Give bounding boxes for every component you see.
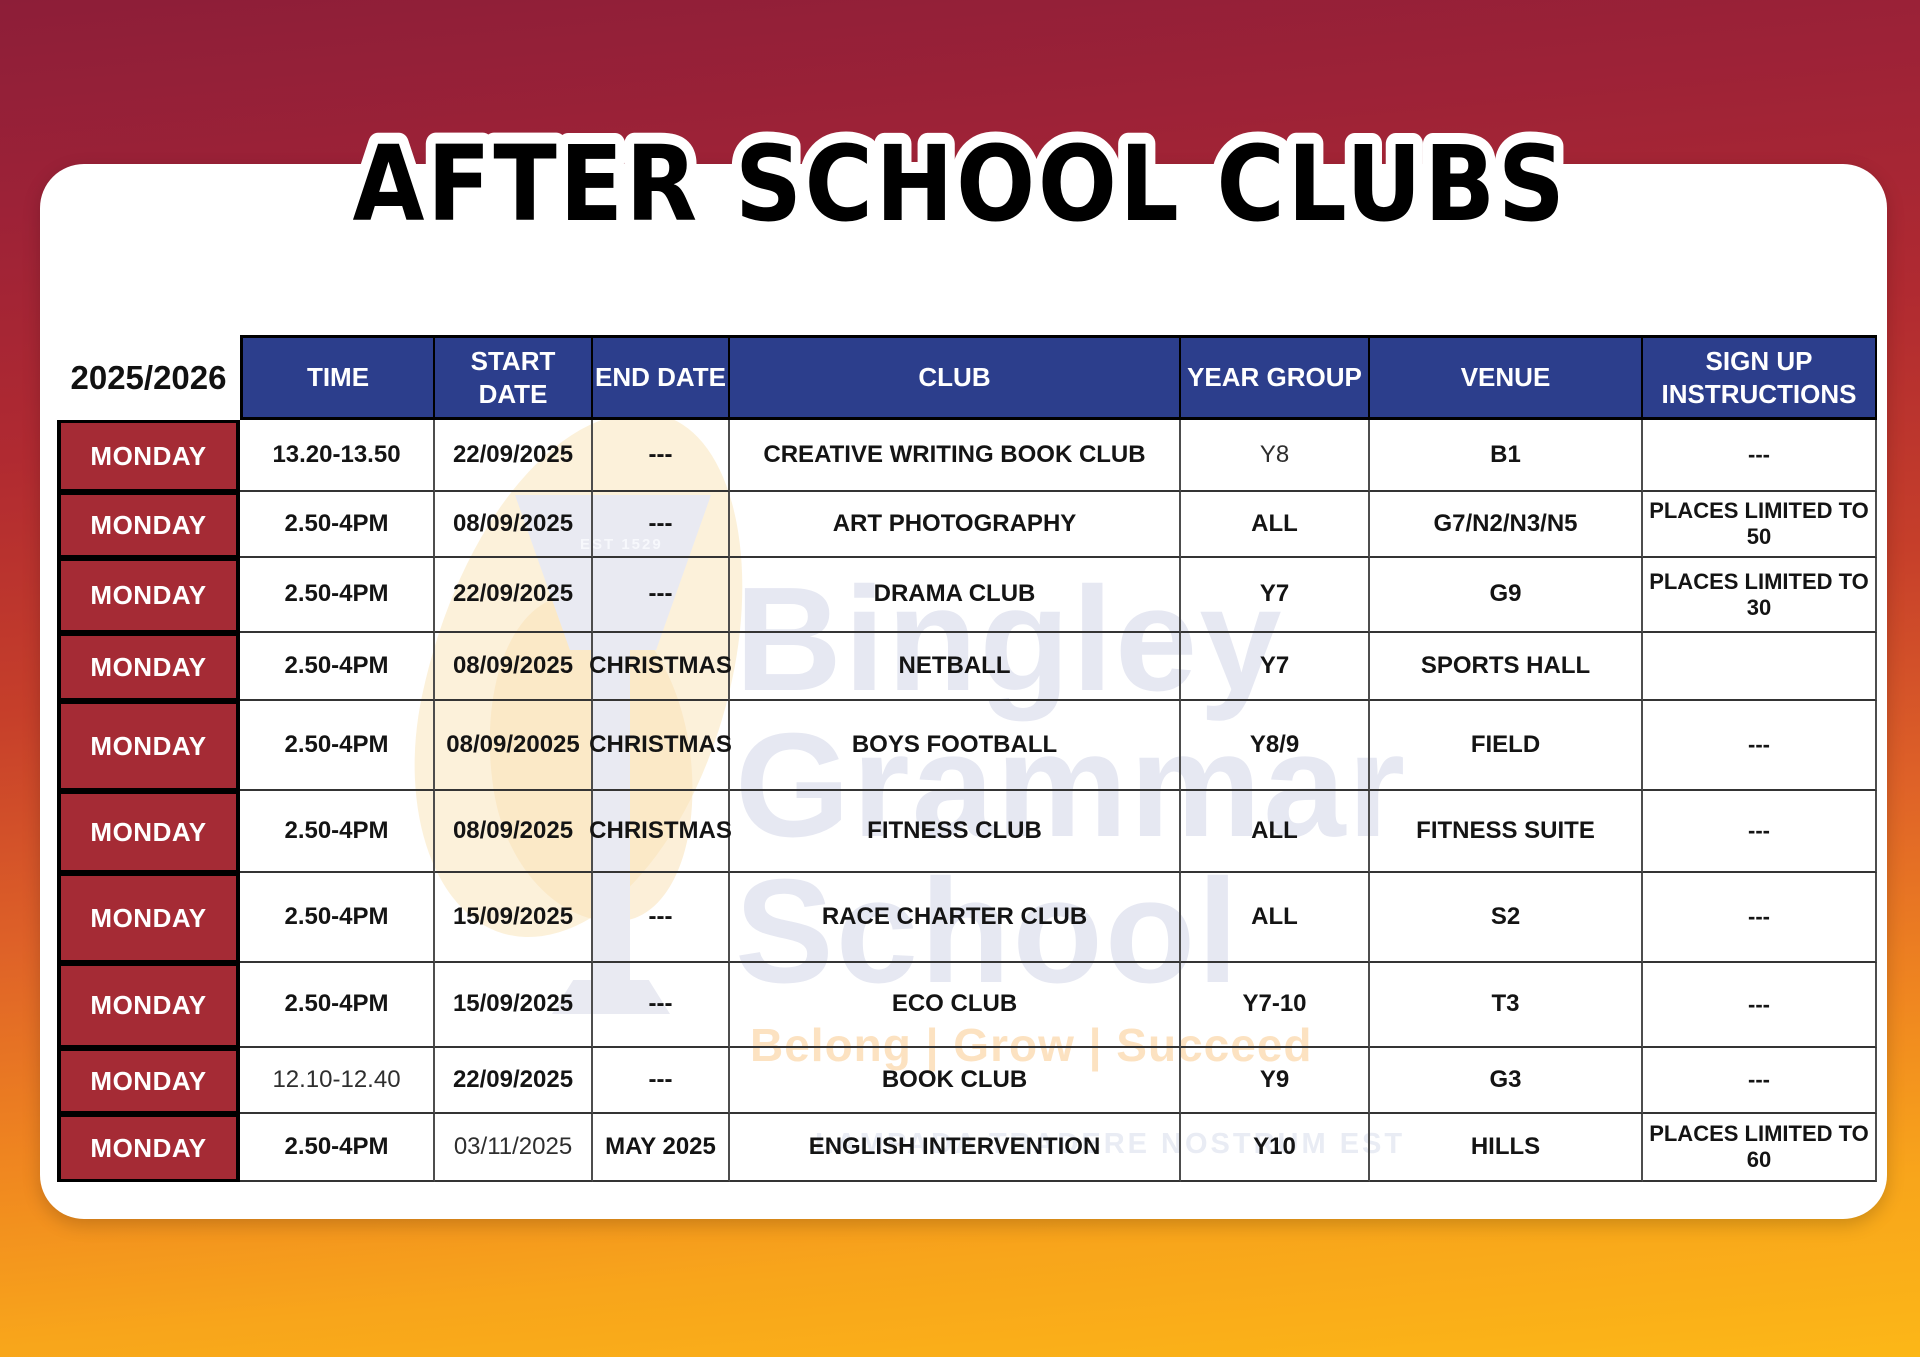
venue-cell: G9 xyxy=(1370,558,1643,633)
time-cell: 2.50-4PM xyxy=(240,558,435,633)
sign-up-cell xyxy=(1643,633,1877,701)
time-cell: 12.10-12.40 xyxy=(240,1048,435,1114)
end-date-cell: MAY 2025 xyxy=(593,1114,730,1182)
year-group-cell: ALL xyxy=(1181,873,1370,963)
start-date-cell: 08/09/2025 xyxy=(435,791,593,873)
end-date-cell: CHRISTMAS xyxy=(589,633,732,701)
sign-up-cell: --- xyxy=(1643,420,1877,492)
start-date-cell: 03/11/2025 xyxy=(435,1114,593,1182)
year-group-cell: Y7 xyxy=(1181,558,1370,633)
column-header-sign-up: SIGN UP INSTRUCTIONS xyxy=(1643,335,1877,420)
club-cell: FITNESS CLUB xyxy=(730,791,1181,873)
end-date-cell: --- xyxy=(593,1048,730,1114)
sign-up-cell: --- xyxy=(1643,701,1877,791)
end-date-cell: --- xyxy=(593,420,730,492)
column-header-start-date: START DATE xyxy=(435,335,593,420)
time-cell: 2.50-4PM xyxy=(240,492,435,558)
day-cell: MONDAY xyxy=(57,873,240,963)
day-cell: MONDAY xyxy=(57,420,240,492)
venue-cell: FIELD xyxy=(1370,701,1643,791)
venue-cell: HILLS xyxy=(1370,1114,1643,1182)
time-cell: 13.20-13.50 xyxy=(240,420,435,492)
time-cell: 2.50-4PM xyxy=(240,873,435,963)
end-date-cell: --- xyxy=(593,873,730,963)
end-date-cell: --- xyxy=(593,963,730,1048)
day-cell: MONDAY xyxy=(57,492,240,558)
page-title-text: AFTER SCHOOL CLUBS xyxy=(353,123,1568,245)
club-cell: ART PHOTOGRAPHY xyxy=(730,492,1181,558)
page-title: AFTER SCHOOL CLUBS xyxy=(342,112,1576,256)
year-group-cell: Y9 xyxy=(1181,1048,1370,1114)
end-date-cell: CHRISTMAS xyxy=(589,791,732,873)
year-group-cell: ALL xyxy=(1181,492,1370,558)
sign-up-cell: --- xyxy=(1643,963,1877,1048)
sign-up-cell: --- xyxy=(1643,791,1877,873)
day-cell: MONDAY xyxy=(57,558,240,633)
start-date-cell: 22/09/2025 xyxy=(435,1048,593,1114)
start-date-cell: 22/09/2025 xyxy=(435,420,593,492)
column-header-time: TIME xyxy=(240,335,435,420)
club-cell: NETBALL xyxy=(730,633,1181,701)
start-date-cell: 08/09/20025 xyxy=(435,701,593,791)
school-year-label: 2025/2026 xyxy=(70,358,227,396)
year-group-cell: Y8/9 xyxy=(1181,701,1370,791)
venue-cell: S2 xyxy=(1370,873,1643,963)
sign-up-cell: --- xyxy=(1643,873,1877,963)
end-date-cell: CHRISTMAS xyxy=(589,701,732,791)
column-header-year-group: YEAR GROUP xyxy=(1181,335,1370,420)
content-card: EST 1529 Bingley Grammar School Belong |… xyxy=(40,164,1887,1219)
start-date-cell: 08/09/2025 xyxy=(435,492,593,558)
sign-up-cell: PLACES LIMITED TO 60 xyxy=(1643,1114,1877,1182)
start-date-cell: 15/09/2025 xyxy=(435,963,593,1048)
year-group-cell: Y10 xyxy=(1181,1114,1370,1182)
day-cell: MONDAY xyxy=(57,1114,240,1182)
end-date-cell: --- xyxy=(593,558,730,633)
start-date-cell: 08/09/2025 xyxy=(435,633,593,701)
club-cell: DRAMA CLUB xyxy=(730,558,1181,633)
day-cell: MONDAY xyxy=(57,791,240,873)
club-cell: RACE CHARTER CLUB xyxy=(730,873,1181,963)
start-date-cell: 22/09/2025 xyxy=(435,558,593,633)
year-group-cell: Y7-10 xyxy=(1181,963,1370,1048)
day-cell: MONDAY xyxy=(57,1048,240,1114)
club-cell: BOOK CLUB xyxy=(730,1048,1181,1114)
venue-cell: FITNESS SUITE xyxy=(1370,791,1643,873)
time-cell: 2.50-4PM xyxy=(240,701,435,791)
year-group-cell: ALL xyxy=(1181,791,1370,873)
day-cell: MONDAY xyxy=(57,963,240,1048)
year-group-cell: Y7 xyxy=(1181,633,1370,701)
time-cell: 2.50-4PM xyxy=(240,963,435,1048)
venue-cell: SPORTS HALL xyxy=(1370,633,1643,701)
end-date-cell: --- xyxy=(593,492,730,558)
sign-up-cell: PLACES LIMITED TO 50 xyxy=(1643,492,1877,558)
time-cell: 2.50-4PM xyxy=(240,791,435,873)
club-cell: BOYS FOOTBALL xyxy=(730,701,1181,791)
column-header-end-date: END DATE xyxy=(593,335,730,420)
year-group-cell: Y8 xyxy=(1181,420,1370,492)
day-cell: MONDAY xyxy=(57,701,240,791)
club-cell: ENGLISH INTERVENTION xyxy=(730,1114,1181,1182)
day-cell: MONDAY xyxy=(57,633,240,701)
club-cell: ECO CLUB xyxy=(730,963,1181,1048)
clubs-table: 2025/2026 TIME START DATE END DATE CLUB … xyxy=(57,335,1877,1182)
start-date-cell: 15/09/2025 xyxy=(435,873,593,963)
venue-cell: G3 xyxy=(1370,1048,1643,1114)
club-cell: CREATIVE WRITING BOOK CLUB xyxy=(730,420,1181,492)
venue-cell: T3 xyxy=(1370,963,1643,1048)
time-cell: 2.50-4PM xyxy=(240,633,435,701)
column-header-venue: VENUE xyxy=(1370,335,1643,420)
venue-cell: B1 xyxy=(1370,420,1643,492)
sign-up-cell: --- xyxy=(1643,1048,1877,1114)
sign-up-cell: PLACES LIMITED TO 30 xyxy=(1643,558,1877,633)
time-cell: 2.50-4PM xyxy=(240,1114,435,1182)
venue-cell: G7/N2/N3/N5 xyxy=(1370,492,1643,558)
column-header-club: CLUB xyxy=(730,335,1181,420)
